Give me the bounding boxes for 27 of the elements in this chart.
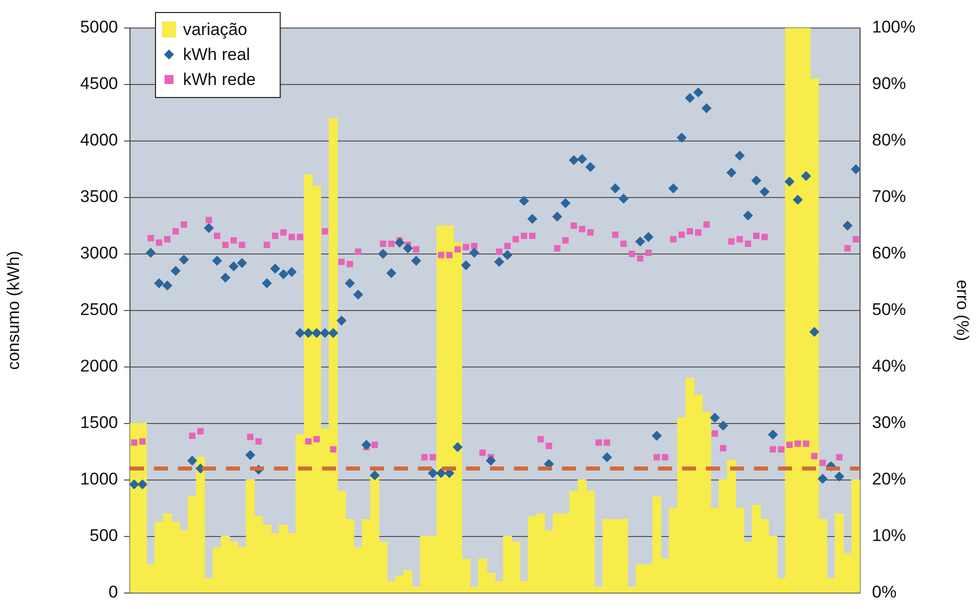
y2-tick-label: 80%: [872, 130, 906, 150]
y-tick-label: 1500: [80, 413, 118, 432]
legend-label: variação: [183, 20, 248, 40]
y2-tick-label: 60%: [872, 244, 906, 263]
y2-tick-label: 50%: [872, 300, 906, 320]
y-tick-label: 2500: [80, 300, 118, 320]
y-axis-title: consumo (kWh): [4, 250, 23, 370]
y2-tick-label: 30%: [872, 413, 906, 432]
y2-tick-label: 10%: [872, 526, 906, 546]
y-tick-label: 1000: [80, 470, 118, 489]
y2-tick-label: 40%: [872, 356, 906, 376]
y2-tick-label: 20%: [872, 470, 906, 489]
y2-tick-label: 0%: [872, 582, 897, 602]
legend-label: kWh rede: [183, 70, 256, 90]
y-tick-label: 4000: [80, 130, 118, 150]
y2-axis-title: erro (%): [953, 280, 972, 342]
y-tick-label: 4500: [80, 74, 118, 94]
y-tick-label: 500: [90, 526, 118, 546]
y2-tick-label: 100%: [872, 18, 916, 37]
y-tick-label: 3000: [80, 244, 118, 263]
y-tick-label: 3500: [80, 187, 118, 206]
y-tick-label: 2000: [80, 356, 118, 376]
legend-label: kWh real: [183, 45, 250, 64]
y-tick-label: 0: [108, 582, 118, 602]
y2-tick-label: 90%: [872, 74, 906, 94]
y-tick-label: 5000: [80, 18, 118, 37]
y2-tick-label: 70%: [872, 187, 906, 206]
